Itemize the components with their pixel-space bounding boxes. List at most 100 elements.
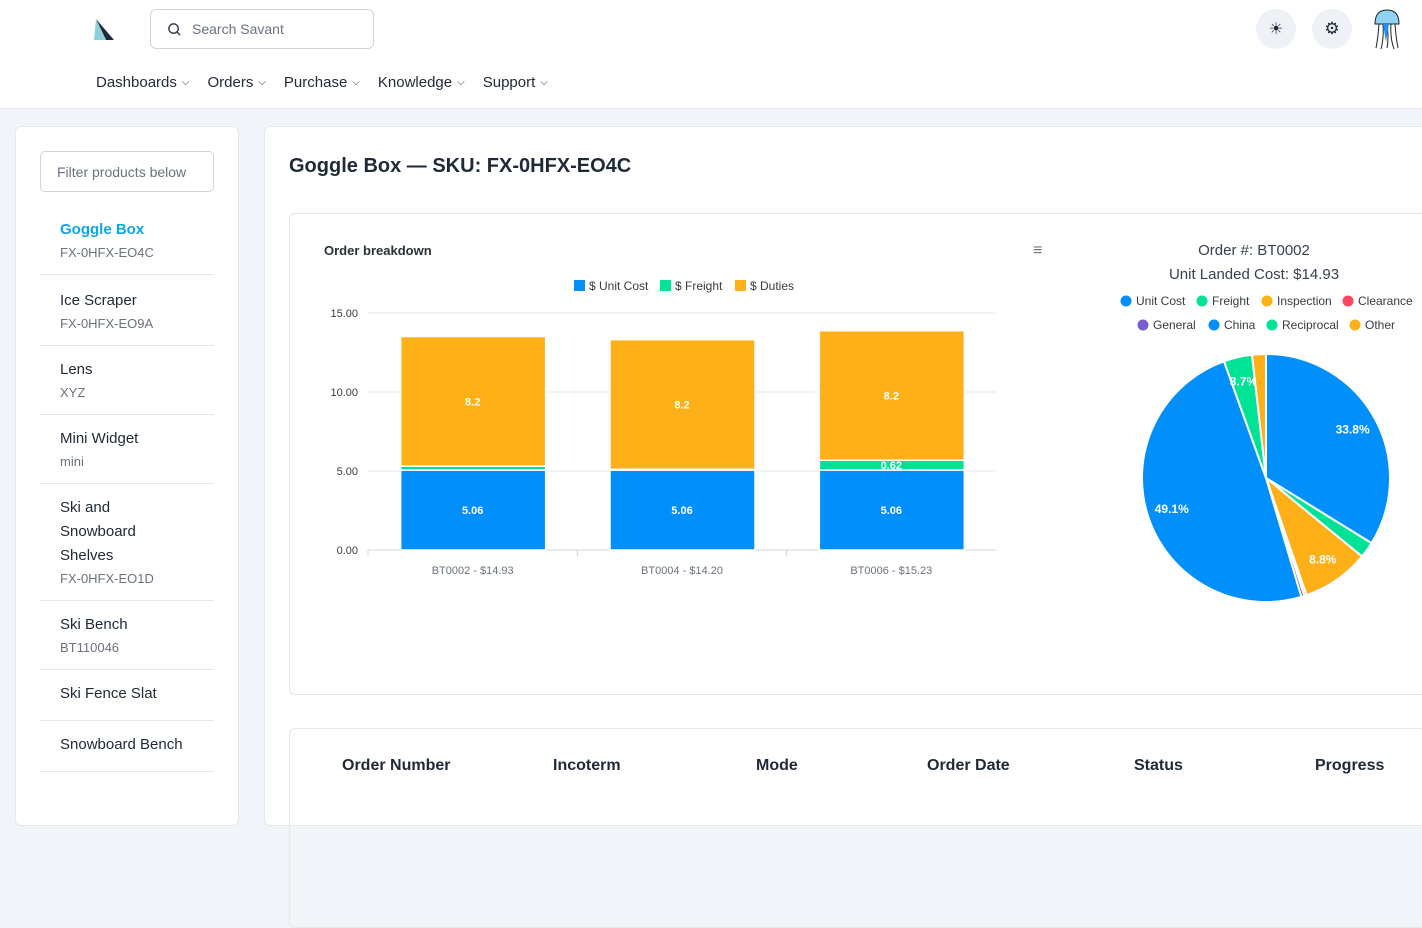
gear-icon: ⚙ [1324, 19, 1340, 38]
legend-marker [1137, 319, 1149, 331]
product-item[interactable]: Lens XYZ [40, 346, 214, 415]
y-tick-label: 5.00 [337, 466, 358, 478]
legend-marker [1261, 295, 1273, 307]
pie-data-label: 8.8% [1309, 552, 1337, 566]
product-name: Snowboard Bench [60, 736, 183, 753]
chevron-down-icon: ⌵ [258, 77, 266, 88]
chevron-down-icon: ⌵ [352, 77, 360, 88]
legend-label: Clearance [1358, 294, 1413, 308]
pie-slice [1250, 352, 1267, 479]
nav-label: Orders [207, 74, 254, 91]
legend-label: China [1224, 318, 1256, 332]
legend-label: Reciprocal [1282, 318, 1339, 332]
y-tick-label: 10.00 [330, 387, 358, 399]
legend-marker [735, 280, 746, 291]
legend-label: $ Unit Cost [589, 279, 649, 293]
legend-marker [1349, 319, 1361, 331]
search-placeholder: Search Savant [192, 21, 284, 37]
legend-marker [1208, 319, 1220, 331]
product-item[interactable]: Ski and Snowboard Shelves FX-0HFX-EO1D [40, 484, 214, 601]
legend-marker [1342, 295, 1354, 307]
bar-data-label: 8.2 [465, 396, 480, 408]
chart-title: Order breakdown [324, 243, 432, 258]
pie-slice [1141, 360, 1303, 603]
pie-data-label: 49.1% [1155, 502, 1189, 516]
settings-button[interactable]: ⚙ [1312, 9, 1352, 49]
legend-marker [1120, 295, 1132, 307]
legend-marker [1266, 319, 1278, 331]
product-name: Lens [60, 361, 93, 378]
sun-icon: ☀ [1268, 21, 1284, 38]
chevron-down-icon: ⌵ [181, 77, 190, 88]
nav-orders[interactable]: Orders ⌵ [207, 74, 265, 91]
bar-data-label: 8.2 [884, 390, 899, 402]
column-header-mode[interactable]: Mode [756, 757, 798, 774]
top-header: Search Savant ☀ ⚙ Dashboards ⌵ Orders ⌵ Pu… [0, 0, 1422, 109]
product-item[interactable]: Ski Bench BT110046 [40, 601, 214, 670]
legend-label: Inspection [1277, 294, 1332, 308]
bar-2 [399, 335, 547, 467]
bar-data-label: 5.06 [671, 505, 692, 517]
nav-label: Dashboards [96, 74, 177, 91]
product-name: Ski and Snowboard Shelves [60, 499, 136, 564]
product-name: Goggle Box [60, 221, 145, 238]
filter-placeholder: Filter products below [57, 163, 187, 180]
product-sidebar: Filter products below Goggle Box FX-0HFX-… [15, 126, 239, 826]
bar-data-label: 0.62 [881, 460, 902, 472]
logo-icon[interactable] [92, 18, 116, 42]
nav-label: Purchase [283, 74, 348, 91]
nav-label: Knowledge [377, 74, 453, 91]
main-nav: Dashboards ⌵ Orders ⌵ Purchase ⌵ Knowledge ⌵… [96, 74, 548, 91]
legend-label: Other [1365, 318, 1395, 332]
x-tick-label: BT0006 - $15.23 [850, 565, 932, 577]
legend-marker [660, 280, 671, 291]
product-name: Ski Fence Slat [60, 685, 157, 702]
column-header-order-number[interactable]: Order Number [342, 757, 451, 774]
orders-table: Order Number Incoterm Mode Order Date St… [289, 728, 1422, 928]
legend-marker [574, 280, 585, 291]
column-header-status[interactable]: Status [1134, 757, 1183, 774]
legend-marker [1196, 295, 1208, 307]
nav-label: Support [482, 74, 536, 91]
product-sku: FX-0HFX-EO4C [60, 245, 154, 260]
filter-products-input[interactable]: Filter products below [40, 151, 214, 192]
product-sku: BT110046 [60, 640, 120, 655]
bar-0 [399, 469, 547, 551]
nav-purchase[interactable]: Purchase ⌵ [284, 74, 360, 91]
search-icon [168, 22, 181, 36]
nav-support[interactable]: Support ⌵ [483, 74, 548, 91]
x-tick-label: BT0002 - $14.93 [432, 565, 514, 577]
charts-svg: Order breakdown ≡ 0.00 5.00 10.00 15.00 5.06 8.… [324, 242, 1413, 603]
legend-label: Freight [1212, 294, 1250, 308]
product-item[interactable]: Mini Widget mini [40, 415, 214, 484]
product-item[interactable]: Snowboard Bench [40, 721, 214, 772]
search-input[interactable]: Search Savant [150, 9, 374, 49]
avatar[interactable] [1372, 8, 1402, 50]
pie-title: Order #: BT0002 [1198, 242, 1310, 259]
nav-knowledge[interactable]: Knowledge ⌵ [378, 74, 465, 91]
product-sku: mini [60, 454, 84, 469]
product-list: Goggle Box FX-0HFX-EO4C Ice Scraper FX-0HFX… [16, 206, 238, 772]
legend-label: General [1153, 318, 1196, 332]
product-name: Mini Widget [60, 430, 139, 447]
product-name: Ice Scraper [60, 292, 137, 309]
column-header-order-date[interactable]: Order Date [927, 757, 1010, 774]
column-header-incoterm[interactable]: Incoterm [553, 757, 621, 774]
bar-0 [818, 469, 966, 551]
theme-toggle-button[interactable]: ☀ [1256, 9, 1296, 49]
product-sku: FX-0HFX-EO1D [60, 571, 154, 586]
page-title: Goggle Box — SKU: FX-0HFX-EO4C [289, 155, 632, 177]
product-item[interactable]: Goggle Box FX-0HFX-EO4C [40, 206, 214, 275]
chevron-down-icon: ⌵ [457, 77, 465, 88]
y-tick-label: 0.00 [337, 545, 358, 557]
pie-slice [1265, 352, 1391, 545]
product-item[interactable]: Ski Fence Slat [40, 670, 214, 721]
product-item[interactable]: Ice Scraper FX-0HFX-EO9A [40, 275, 214, 346]
pie-subtitle: Unit Landed Cost: $14.93 [1169, 266, 1339, 283]
nav-dashboards[interactable]: Dashboards ⌵ [96, 74, 189, 91]
legend-label: Unit Cost [1136, 294, 1186, 308]
bar-2 [609, 338, 756, 471]
x-tick-label: BT0004 - $14.20 [641, 565, 723, 577]
column-header-progress[interactable]: Progress [1315, 757, 1385, 774]
bar-data-label: 5.06 [881, 505, 902, 517]
